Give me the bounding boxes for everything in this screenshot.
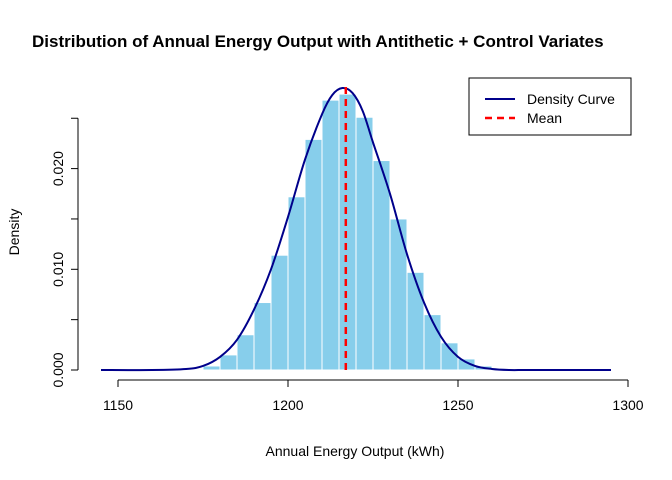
histogram-bar	[253, 302, 272, 371]
legend-label-mean: Mean	[527, 110, 562, 126]
x-tick-label: 1150	[103, 397, 133, 413]
histogram-bar	[406, 271, 425, 371]
histogram-bar	[236, 334, 255, 371]
histogram-bars	[151, 93, 544, 371]
density-curve-line	[100, 87, 611, 372]
y-axis: 0.000 0.010 0.020	[50, 117, 79, 388]
x-tick-label: 1200	[272, 397, 303, 413]
y-axis-label: Density	[6, 209, 22, 256]
histogram-bar	[287, 196, 306, 371]
histogram-bar	[457, 358, 476, 371]
histogram-bar	[355, 116, 374, 371]
x-axis: 1150 1200 1250 1300	[103, 379, 644, 413]
x-axis-label: Annual Energy Output (kWh)	[266, 443, 445, 459]
histogram-bar	[270, 254, 289, 371]
y-tick-label: 0.020	[50, 151, 66, 186]
histogram-bar	[372, 160, 391, 371]
plot-lines	[100, 86, 611, 372]
chart-title: Distribution of Annual Energy Output wit…	[32, 32, 604, 51]
histogram-bar	[389, 218, 408, 371]
histogram-bar	[304, 138, 323, 371]
legend-box	[468, 77, 632, 136]
legend-label-density-curve: Density Curve	[527, 91, 615, 107]
histogram-bar	[338, 93, 357, 371]
y-tick-label: 0.000	[50, 352, 66, 387]
y-tick-label: 0.010	[50, 252, 66, 287]
histogram-bar	[202, 365, 221, 371]
histogram-bar	[321, 99, 340, 371]
x-tick-label: 1300	[612, 397, 643, 413]
legend: Density Curve Mean	[468, 77, 632, 136]
x-tick-label: 1250	[442, 397, 473, 413]
histogram-bar	[219, 354, 238, 371]
